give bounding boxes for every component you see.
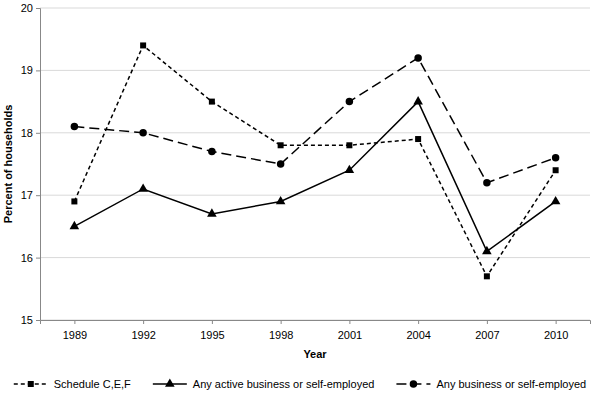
y-tick-label: 18 <box>21 127 33 139</box>
y-tick-label: 20 <box>21 2 33 14</box>
marker <box>208 148 215 155</box>
marker <box>139 129 146 136</box>
x-tick: 2010 <box>544 320 568 341</box>
y-tick-mark <box>36 320 40 321</box>
x-tick: 2001 <box>338 320 362 341</box>
marker <box>209 99 215 105</box>
x-tick-label: 2001 <box>338 329 362 341</box>
legend-item: Schedule C,E,F <box>14 378 131 390</box>
y-tick-label: 17 <box>21 189 33 201</box>
grid-line <box>40 70 590 71</box>
marker <box>482 246 492 254</box>
y-tick-label: 16 <box>21 252 33 264</box>
y-tick: 17 <box>21 189 40 201</box>
x-tick-mark <box>143 320 144 324</box>
x-tick-mark <box>556 320 557 324</box>
y-tick-mark <box>36 133 40 134</box>
y-tick-mark <box>36 8 40 9</box>
legend-label: Any active business or self-employed <box>193 378 375 390</box>
grid-line <box>40 8 590 9</box>
marker <box>553 167 559 173</box>
plot-area: 15 16 17 18 19 20 1989 1992 1995 1998 2001 2004 2007… <box>21 2 591 341</box>
marker <box>140 42 146 48</box>
marker <box>413 96 423 104</box>
series <box>71 54 560 186</box>
grid-line <box>40 195 590 196</box>
series <box>70 96 561 254</box>
legend-marker <box>410 380 417 387</box>
y-tick-mark <box>36 258 40 259</box>
series-line <box>74 45 555 276</box>
y-tick: 15 <box>21 314 40 326</box>
y-tick-label: 19 <box>21 64 33 76</box>
x-axis-title: Year <box>303 348 327 360</box>
grid <box>40 8 590 320</box>
x-tick-label: 2007 <box>475 329 499 341</box>
x-tick: 1989 <box>63 320 87 341</box>
legend-item: Any active business or self-employed <box>153 378 375 390</box>
marker <box>346 98 353 105</box>
x-tick: 1998 <box>269 320 293 341</box>
marker <box>138 183 148 191</box>
y-tick-label: 15 <box>21 314 33 326</box>
series <box>71 42 558 279</box>
y-tick: 16 <box>21 252 40 264</box>
x-tick-label: 1992 <box>131 329 155 341</box>
marker <box>278 142 284 148</box>
x-axis-line <box>41 321 591 325</box>
chart: 15 16 17 18 19 20 1989 1992 1995 1998 2001 2004 2007… <box>0 0 600 400</box>
y-tick-mark <box>36 195 40 196</box>
x-tick: 1995 <box>200 320 224 341</box>
x-axis: 1989 1992 1995 1998 2001 2004 2007 2010 <box>41 320 591 341</box>
x-tick: 2007 <box>475 320 499 341</box>
marker <box>276 196 286 204</box>
marker <box>551 196 561 204</box>
y-tick: 19 <box>21 64 40 76</box>
y-axis: 15 16 17 18 19 20 <box>21 2 41 326</box>
x-tick: 1992 <box>131 320 155 341</box>
marker <box>415 136 421 142</box>
marker <box>483 179 490 186</box>
legend: Schedule C,E,F Any active business or sel… <box>14 378 586 390</box>
marker <box>414 54 421 61</box>
x-tick-label: 1998 <box>269 329 293 341</box>
marker <box>71 123 78 130</box>
y-tick: 18 <box>21 127 40 139</box>
series-group <box>70 42 561 279</box>
x-tick: 2004 <box>406 320 430 341</box>
x-tick-label: 2010 <box>544 329 568 341</box>
y-axis-title: Percent of households <box>2 105 14 224</box>
x-tick-mark <box>74 320 75 324</box>
marker <box>484 273 490 279</box>
marker <box>345 165 355 173</box>
marker <box>207 208 217 216</box>
x-tick-label: 2004 <box>406 329 430 341</box>
x-tick-label: 1989 <box>63 329 87 341</box>
legend-label: Schedule C,E,F <box>54 378 131 390</box>
y-tick-mark <box>36 70 40 71</box>
y-tick: 20 <box>21 2 40 14</box>
x-tick-mark <box>418 320 419 324</box>
legend-label: Any business or self-employed <box>436 378 586 390</box>
marker <box>277 160 284 167</box>
marker <box>552 154 559 161</box>
grid-line <box>40 257 590 258</box>
legend-marker <box>165 378 175 386</box>
x-tick-mark <box>349 320 350 324</box>
marker <box>71 198 77 204</box>
marker <box>346 142 352 148</box>
series-line <box>74 58 555 183</box>
x-tick-label: 1995 <box>200 329 224 341</box>
x-tick-mark <box>487 320 488 324</box>
marker <box>70 221 80 229</box>
legend-item: Any business or self-employed <box>396 378 586 390</box>
y-axis-line <box>36 9 41 321</box>
x-tick-mark <box>281 320 282 324</box>
x-tick-mark <box>212 320 213 324</box>
legend-marker <box>28 381 34 387</box>
